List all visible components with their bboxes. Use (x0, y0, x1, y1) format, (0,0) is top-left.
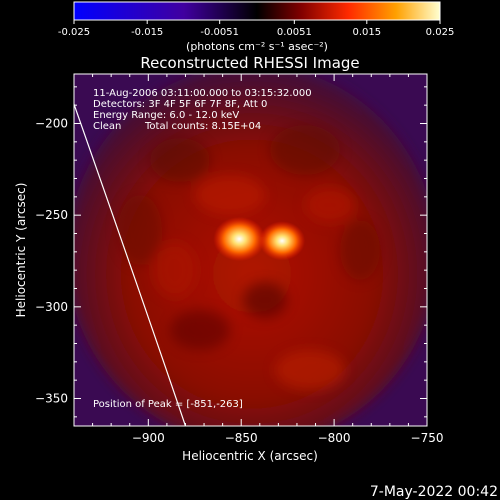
colorbar (74, 2, 440, 20)
x-tick-label: −900 (132, 431, 165, 445)
x-tick-label: −750 (411, 431, 444, 445)
x-tick-label: −850 (225, 431, 258, 445)
chart-title: Reconstructed RHESSI Image (140, 54, 359, 72)
hard-xray-source (259, 221, 306, 261)
solar-limb (74, 102, 187, 426)
x-tick-label: −800 (318, 431, 351, 445)
colorbar-tick-label: -0.015 (131, 27, 163, 38)
colorbar-tick-label: -0.025 (58, 27, 90, 38)
y-tick-label: −200 (35, 117, 68, 131)
hard-xray-source (213, 216, 266, 262)
plot-frame (73, 73, 428, 427)
total-counts-text: Total counts: 8.15E+04 (144, 121, 261, 132)
heatmap-image (74, 74, 427, 426)
detectors-text: Detectors: 3F 4F 5F 6F 7F 8F, Att 0 (93, 99, 267, 110)
time-range-text: 11-Aug-2006 03:11:00.000 to 03:15:32.000 (93, 88, 312, 99)
y-tick-label: −250 (35, 208, 68, 222)
peak-position-text: Position of Peak = [-851,-263] (93, 399, 243, 410)
method-text: Clean (93, 121, 121, 132)
colorbar-tick-label: 0.025 (426, 27, 455, 38)
axes: −900 −850 −800 −750 −200 −250 −300 −350 (35, 74, 443, 445)
energy-range-text: Energy Range: 6.0 - 12.0 keV (93, 110, 239, 121)
colorbar-tick-label: 0.015 (352, 27, 381, 38)
y-tick-label: −350 (35, 392, 68, 406)
colorbar-tick-label: 0.0051 (277, 27, 312, 38)
colorbar-ticks: -0.025 -0.015 -0.0051 0.0051 0.015 0.025 (58, 20, 454, 38)
y-axis-label: Heliocentric Y (arcsec) (14, 183, 28, 318)
footer-date: 7-May-2022 00:42 (370, 484, 498, 500)
x-axis-label: Heliocentric X (arcsec) (182, 449, 318, 463)
y-tick-label: −300 (35, 300, 68, 314)
peak-sources (213, 216, 306, 262)
colorbar-tick-label: -0.0051 (200, 27, 239, 38)
colorbar-unit-label: (photons cm⁻² s⁻¹ asec⁻²) (186, 40, 328, 53)
